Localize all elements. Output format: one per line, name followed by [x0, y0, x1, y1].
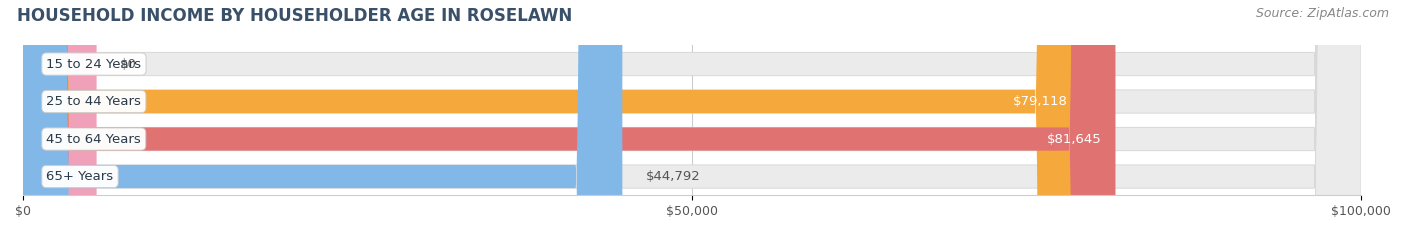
Text: Source: ZipAtlas.com: Source: ZipAtlas.com	[1256, 7, 1389, 20]
FancyBboxPatch shape	[22, 0, 1361, 233]
Text: $44,792: $44,792	[645, 170, 700, 183]
Text: 65+ Years: 65+ Years	[46, 170, 114, 183]
Text: 45 to 64 Years: 45 to 64 Years	[46, 133, 141, 146]
FancyBboxPatch shape	[22, 0, 1361, 233]
Text: $0: $0	[120, 58, 136, 71]
Text: 15 to 24 Years: 15 to 24 Years	[46, 58, 142, 71]
Text: $81,645: $81,645	[1046, 133, 1101, 146]
FancyBboxPatch shape	[22, 0, 1361, 233]
FancyBboxPatch shape	[22, 0, 1081, 233]
Text: $79,118: $79,118	[1012, 95, 1067, 108]
FancyBboxPatch shape	[22, 0, 1361, 233]
FancyBboxPatch shape	[22, 0, 1115, 233]
Text: HOUSEHOLD INCOME BY HOUSEHOLDER AGE IN ROSELAWN: HOUSEHOLD INCOME BY HOUSEHOLDER AGE IN R…	[17, 7, 572, 25]
FancyBboxPatch shape	[22, 0, 97, 233]
Text: 25 to 44 Years: 25 to 44 Years	[46, 95, 141, 108]
FancyBboxPatch shape	[22, 0, 623, 233]
